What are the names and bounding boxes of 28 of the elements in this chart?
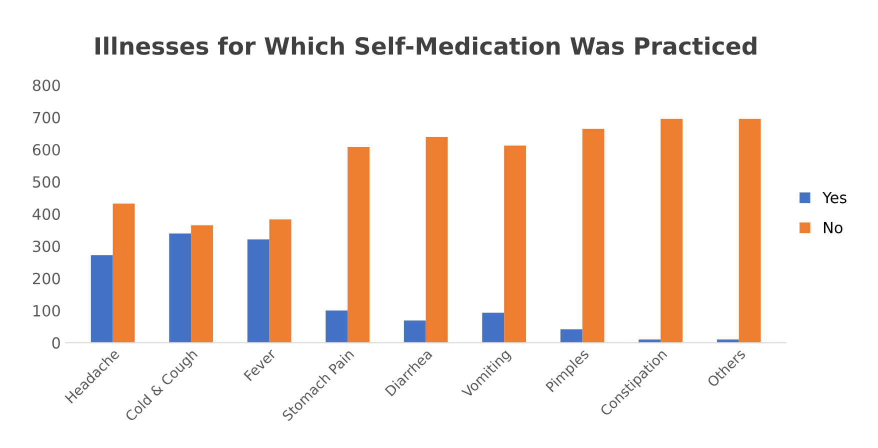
bar <box>426 136 448 343</box>
y-tick-label: 700 <box>33 112 60 124</box>
legend-label: No <box>824 222 842 234</box>
legend-label: Yes <box>822 192 846 204</box>
chart-title: Illnesses for Which Self-Medication Was Practiced <box>96 36 756 55</box>
bar <box>90 255 113 343</box>
y-tick-label: 200 <box>32 272 60 284</box>
y-tick-label: 300 <box>32 240 60 252</box>
bar <box>326 310 348 343</box>
y-tick-label: 500 <box>33 176 60 188</box>
bar <box>112 204 135 343</box>
bar <box>191 225 213 343</box>
y-tick-label: 400 <box>32 208 60 220</box>
bar <box>169 234 192 343</box>
bar <box>404 320 426 343</box>
y-tick-label: 800 <box>32 80 60 92</box>
y-tick-label: 600 <box>32 144 60 156</box>
bar <box>348 146 370 343</box>
y-tick-label: 100 <box>34 304 60 317</box>
bar <box>582 128 604 343</box>
bar <box>247 239 270 343</box>
y-tick-label: 0 <box>52 337 60 349</box>
bar <box>482 312 504 343</box>
bar <box>504 146 526 343</box>
bar <box>660 118 683 343</box>
bar <box>738 118 761 343</box>
bar <box>560 329 582 343</box>
bar <box>269 219 292 343</box>
